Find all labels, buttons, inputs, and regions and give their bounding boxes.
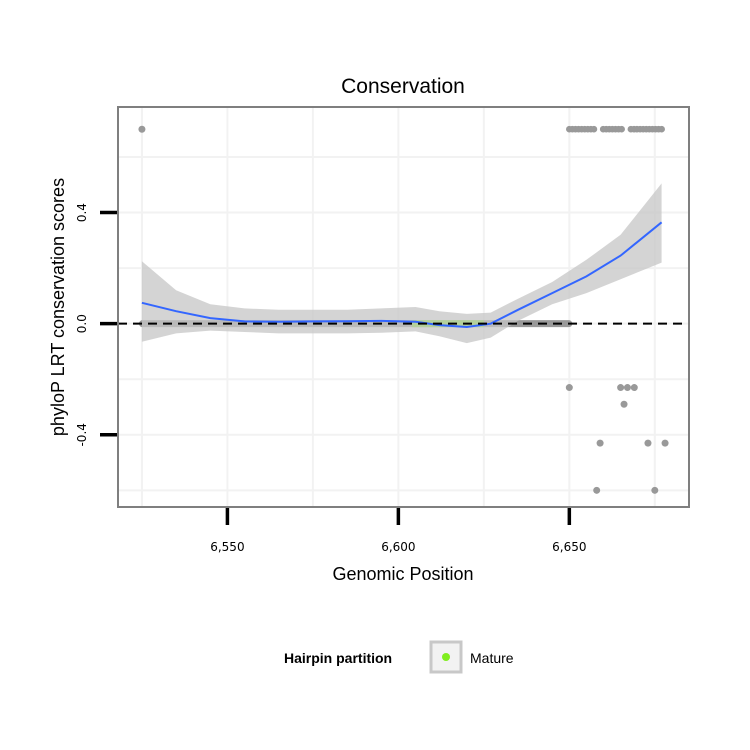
legend-key-mature	[442, 653, 450, 661]
legend-title: Hairpin partition	[284, 650, 392, 666]
data-point	[593, 486, 601, 494]
data-point	[651, 486, 659, 494]
data-point	[623, 384, 631, 392]
top-cluster-point	[618, 125, 625, 133]
x-axis-title: Genomic Position	[332, 564, 473, 584]
y-tick-label: -0.4	[75, 423, 89, 446]
chart-title: Conservation	[341, 75, 465, 98]
top-cluster-point	[658, 125, 665, 133]
x-tick-label: 6,600	[381, 540, 415, 554]
x-tick-label: 6,650	[552, 540, 586, 554]
data-point	[138, 125, 146, 133]
data-point	[630, 384, 638, 392]
y-axis-title: phyloP LRT conservation scores	[48, 178, 68, 436]
x-axis: 6,550 6,600 6,650	[210, 508, 587, 554]
data-point	[596, 439, 604, 447]
data-point	[565, 384, 573, 392]
legend-label-mature: Mature	[470, 650, 514, 666]
panel-border	[117, 106, 690, 508]
x-tick-label: 6,550	[210, 540, 244, 554]
data-point	[617, 384, 625, 392]
data-point	[644, 439, 652, 447]
top-cluster-point	[590, 125, 598, 133]
smooth-line	[141, 221, 663, 329]
y-axis: -0.4 0.0 0.4	[75, 203, 117, 447]
plot-panel	[117, 106, 690, 508]
data-point	[620, 400, 628, 408]
y-tick-label: 0.4	[75, 203, 89, 222]
legend: Hairpin partition Mature	[284, 640, 514, 674]
y-tick-label: 0.0	[75, 314, 89, 333]
data-point	[661, 439, 669, 447]
